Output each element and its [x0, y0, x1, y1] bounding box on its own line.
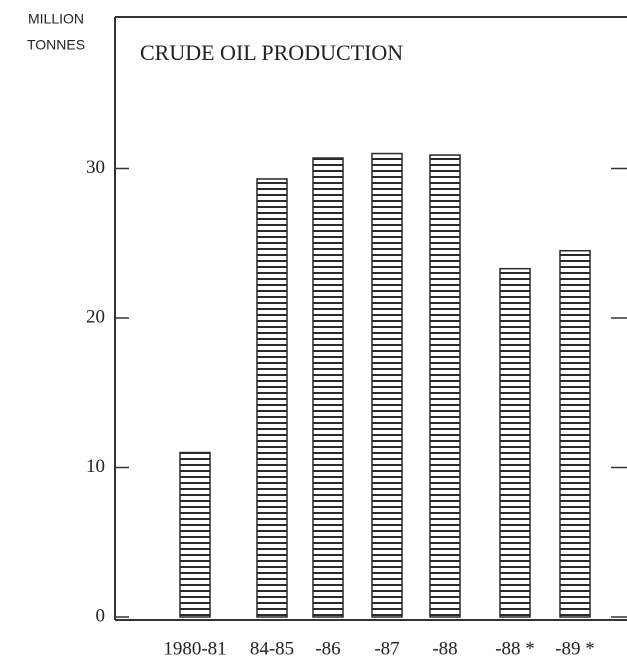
y-axis-label: MILLION: [28, 11, 84, 27]
bar: [312, 157, 344, 618]
bar: [371, 152, 403, 618]
x-tick-label: -88: [432, 638, 457, 659]
bar: [256, 178, 288, 618]
y-axis-label: TONNES: [27, 37, 85, 53]
x-tick-label: 84-85: [250, 638, 294, 659]
x-tick-label: -89 *: [555, 638, 595, 659]
chart-title: CRUDE OIL PRODUCTION: [140, 40, 403, 65]
y-tick-label: 10: [86, 456, 105, 477]
x-tick-label: -87: [374, 638, 399, 659]
bar: [499, 267, 531, 618]
bar: [429, 154, 461, 618]
y-tick-label: 0: [96, 605, 106, 626]
x-tick-label: -88 *: [495, 638, 535, 659]
x-tick-label: 1980-81: [163, 638, 226, 659]
bar: [559, 249, 591, 618]
bar: [179, 451, 211, 618]
y-tick-label: 20: [86, 306, 105, 327]
y-tick-label: 30: [86, 157, 105, 178]
x-tick-label: -86: [315, 638, 340, 659]
